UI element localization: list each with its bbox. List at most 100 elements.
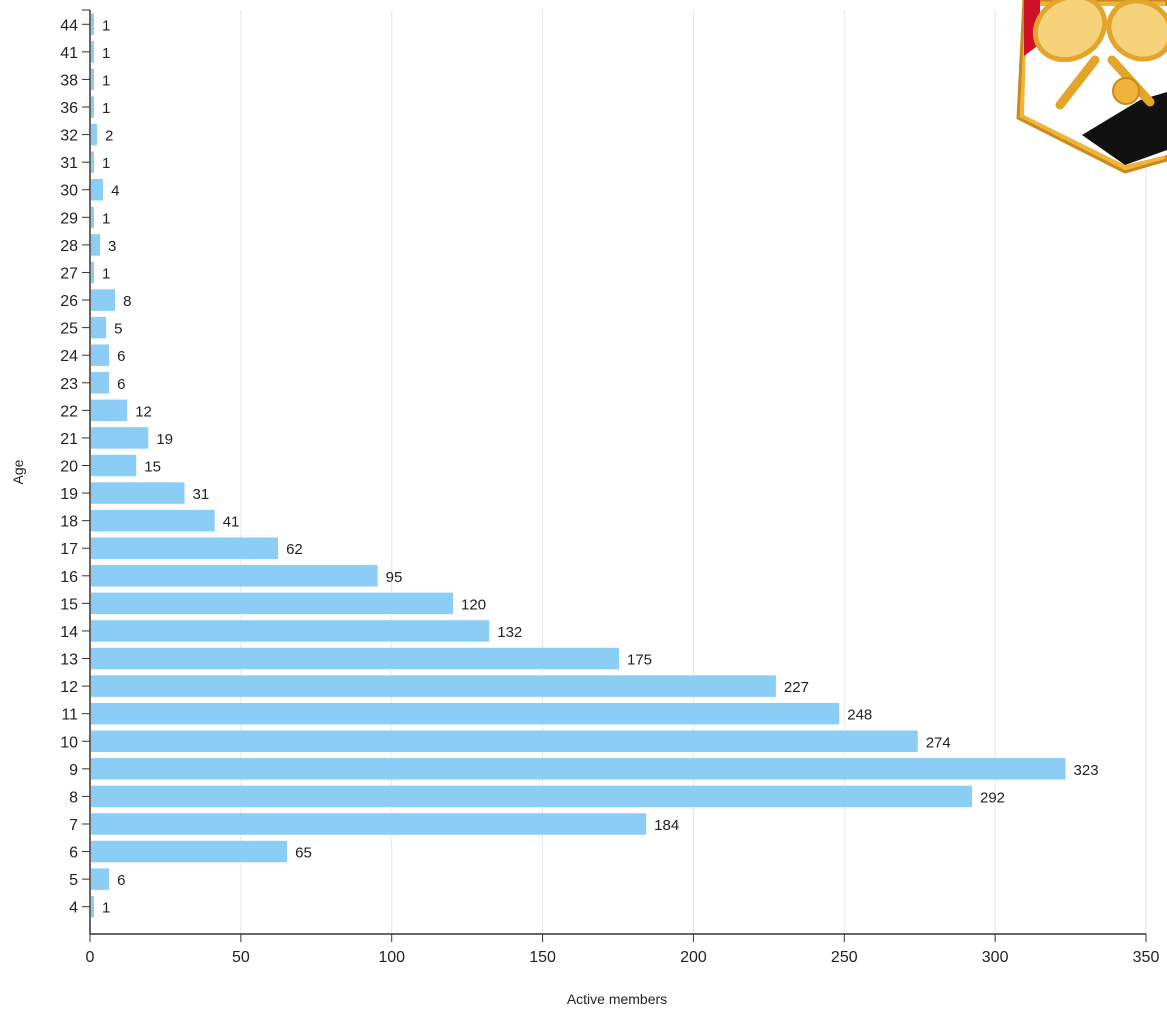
tennis-club-logo xyxy=(1016,0,1167,174)
y-tick-label: 21 xyxy=(60,431,78,448)
bar xyxy=(91,372,110,394)
bar xyxy=(91,620,490,642)
y-tick-label: 8 xyxy=(69,789,78,806)
y-tick-label: 12 xyxy=(60,679,78,696)
data-label: 6 xyxy=(117,872,125,889)
bar xyxy=(91,289,116,311)
data-label: 5 xyxy=(114,321,122,338)
bar xyxy=(91,41,95,63)
y-tick-label: 26 xyxy=(60,293,78,310)
y-tick-label: 14 xyxy=(60,624,78,641)
y-tick-label: 23 xyxy=(60,376,78,393)
data-label: 132 xyxy=(497,624,522,641)
bar xyxy=(91,96,95,118)
x-tick-label: 350 xyxy=(1133,949,1160,966)
bar xyxy=(91,261,95,284)
data-label: 3 xyxy=(108,238,116,255)
bar xyxy=(91,13,95,36)
y-tick-label: 6 xyxy=(69,845,78,862)
y-tick-label: 29 xyxy=(60,210,78,227)
bar xyxy=(91,868,110,890)
bar xyxy=(91,454,137,477)
data-label: 1 xyxy=(102,210,110,227)
bar xyxy=(91,785,973,808)
data-label: 1 xyxy=(102,17,110,34)
y-tick-label: 4 xyxy=(69,900,78,917)
y-tick-label: 10 xyxy=(60,734,78,751)
data-label: 184 xyxy=(654,817,679,834)
bar xyxy=(91,895,95,918)
y-tick-label: 19 xyxy=(60,486,78,503)
data-label: 65 xyxy=(295,845,312,862)
y-tick-label: 7 xyxy=(69,817,78,834)
y-tick-label: 22 xyxy=(60,403,78,420)
x-tick-label: 200 xyxy=(680,949,707,966)
y-tick-label: 41 xyxy=(60,45,78,62)
y-tick-label: 27 xyxy=(60,265,78,282)
bar xyxy=(91,730,918,753)
bars xyxy=(91,13,1066,918)
data-label: 120 xyxy=(461,596,486,613)
data-label: 248 xyxy=(847,707,872,724)
bar xyxy=(91,206,95,229)
y-tick-label: 30 xyxy=(60,183,78,200)
data-label: 12 xyxy=(135,403,152,420)
bar xyxy=(91,565,378,587)
y-tick-label: 15 xyxy=(60,596,78,613)
x-tick-label: 250 xyxy=(831,949,858,966)
y-tick-label: 11 xyxy=(61,707,78,724)
data-label: 1 xyxy=(102,265,110,282)
data-label: 19 xyxy=(156,431,173,448)
y-tick-label: 17 xyxy=(60,541,78,558)
bar xyxy=(91,123,98,146)
data-label: 31 xyxy=(193,486,210,503)
y-tick-label: 25 xyxy=(60,321,78,338)
bar xyxy=(91,840,288,863)
bar xyxy=(91,234,101,256)
y-tick-label: 5 xyxy=(69,872,78,889)
data-label: 41 xyxy=(223,514,240,531)
data-label: 1 xyxy=(102,900,110,917)
data-label: 62 xyxy=(286,541,303,558)
y-tick-label: 36 xyxy=(60,100,78,117)
data-label: 1 xyxy=(102,100,110,117)
data-label: 15 xyxy=(144,459,161,476)
x-tick-label: 50 xyxy=(232,949,250,966)
bar xyxy=(91,482,185,504)
bar xyxy=(91,399,128,422)
y-tick-label: 32 xyxy=(60,128,78,145)
bar xyxy=(91,592,454,615)
x-axis-title: Active members xyxy=(567,991,667,1007)
racket-right-icon xyxy=(1106,0,1167,62)
x-tick-label: 300 xyxy=(982,949,1009,966)
y-tick-label: 44 xyxy=(60,17,78,34)
data-label: 227 xyxy=(784,679,809,696)
x-tick-label: 0 xyxy=(86,949,95,966)
bar xyxy=(91,344,110,366)
y-tick-label: 20 xyxy=(60,459,78,476)
bar xyxy=(91,427,149,449)
x-tick-label: 150 xyxy=(529,949,556,966)
bar xyxy=(91,702,840,725)
bar xyxy=(91,68,95,91)
data-label: 6 xyxy=(117,348,125,365)
data-label: 1 xyxy=(102,155,110,172)
y-tick-label: 9 xyxy=(69,762,78,779)
y-axis-title: Age xyxy=(10,459,26,484)
y-tick-label: 31 xyxy=(60,155,78,172)
y-tick-label: 38 xyxy=(60,72,78,89)
y-tick-label: 16 xyxy=(60,569,78,586)
bar xyxy=(91,675,776,697)
axes xyxy=(82,9,1147,942)
bar xyxy=(91,151,95,173)
x-tick-label: 100 xyxy=(378,949,405,966)
y-tick-label: 13 xyxy=(60,652,78,669)
data-label: 323 xyxy=(1074,762,1099,779)
y-tick-label: 18 xyxy=(60,514,78,531)
data-label: 8 xyxy=(123,293,131,310)
tennis-ball-icon xyxy=(1112,77,1140,105)
bar xyxy=(91,537,279,559)
bar xyxy=(91,178,104,201)
bar xyxy=(91,758,1066,780)
